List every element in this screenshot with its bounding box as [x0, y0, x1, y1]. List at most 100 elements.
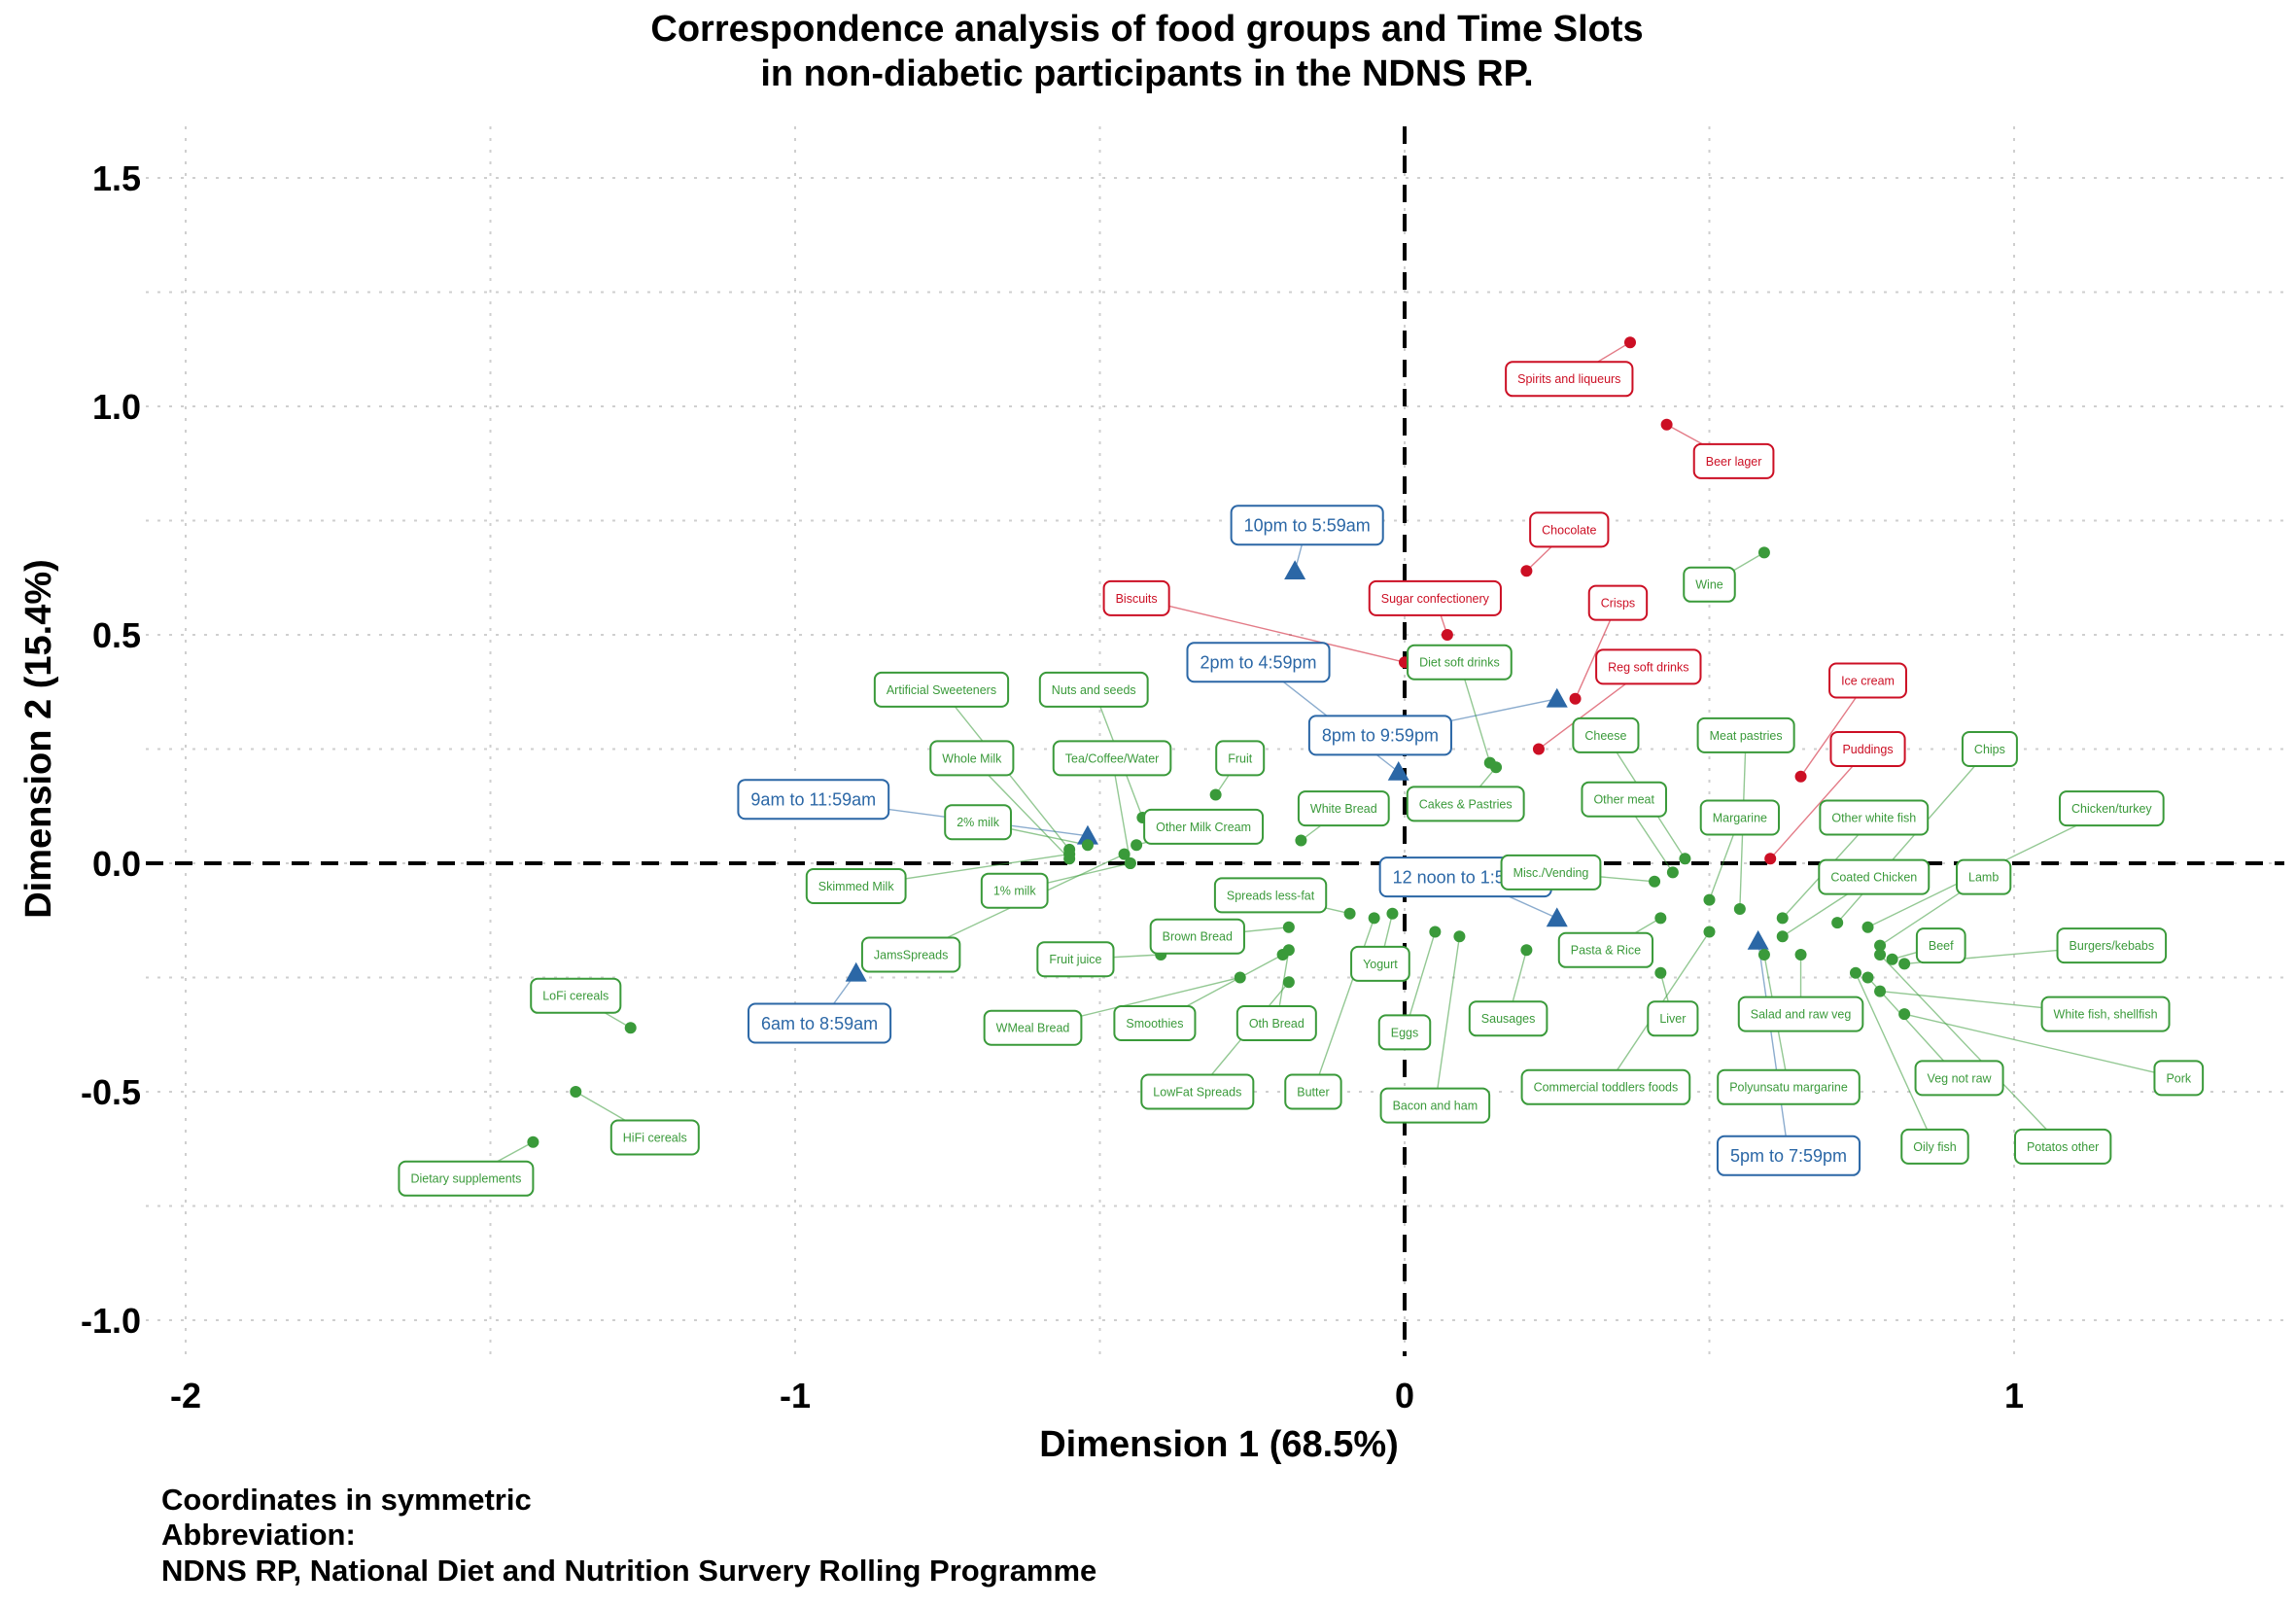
food-point-coated-chicken	[1776, 930, 1789, 943]
label-text: Coated Chicken	[1830, 870, 1917, 884]
food-point-other-white-fish	[1776, 912, 1789, 925]
label-text: 2pm to 4:59pm	[1200, 653, 1316, 673]
food-point-chicken-turkey	[1861, 921, 1874, 933]
label-box	[1818, 858, 1931, 895]
label-biscuits: Biscuits	[1102, 579, 1170, 616]
label-box	[1692, 442, 1775, 479]
food-point-other-milk-cream	[1131, 839, 1143, 852]
y-tick-label: 1.5	[92, 158, 141, 198]
label-text: Fruit	[1228, 751, 1253, 765]
label-text: Brown Bread	[1163, 930, 1233, 944]
label-text: Other Milk Cream	[1156, 821, 1251, 834]
label-text: Other white fish	[1831, 811, 1916, 824]
label-box	[944, 804, 1012, 841]
label-box	[1368, 579, 1502, 616]
caption-line-2: Abbreviation:	[161, 1518, 356, 1552]
food-point-lamb	[1874, 939, 1887, 952]
label-box	[873, 671, 1010, 708]
label-commercial-toddlers-foods: Commercial toddlers foods	[1520, 1068, 1691, 1105]
label-box	[2153, 1060, 2205, 1097]
food-point-yogurt	[1386, 907, 1399, 920]
label-text: Yogurt	[1363, 958, 1398, 971]
food-point-fruit	[1209, 788, 1222, 801]
label-box	[1828, 662, 1907, 699]
food-point-2-milk	[1081, 839, 1094, 852]
label-smoothies: Smoothies	[1113, 1005, 1197, 1041]
label-text: Reg soft drinks	[1608, 660, 1688, 674]
label-box	[1915, 927, 1966, 964]
label-box	[398, 1160, 535, 1197]
label-text: JamsSpreads	[874, 948, 948, 961]
connector-bacon-and-ham	[1434, 936, 1461, 1106]
label-pasta-rice: Pasta & Rice	[1557, 931, 1654, 968]
connector-puddings	[1769, 749, 1869, 859]
label-spreads-less-fat: Spreads less-fat	[1213, 877, 1328, 914]
label-text: Sausages	[1481, 1012, 1536, 1026]
label-box	[1113, 1005, 1197, 1041]
food-point-hifi-cereals	[570, 1086, 582, 1098]
label-box	[1350, 945, 1410, 982]
food-point-spreads-less-fat	[1343, 907, 1356, 920]
x-axis-title: Dimension 1 (68.5%)	[1039, 1424, 1399, 1465]
label-text: Beef	[1929, 939, 1954, 953]
label-text: 1% milk	[993, 885, 1037, 898]
food-point-commercial-toddlers-foods	[1703, 926, 1716, 938]
label-text: Veg not raw	[1928, 1071, 1993, 1085]
label-box	[1230, 505, 1384, 546]
label-text: Oth Bread	[1249, 1017, 1305, 1031]
food-point-wmeal-bread	[1234, 971, 1246, 984]
food-point-lofi-cereals	[624, 1022, 637, 1034]
label-box	[1186, 642, 1331, 683]
time-point-6am-to-8-59am	[845, 961, 867, 982]
label-box	[1900, 1128, 1969, 1165]
label-text: Burgers/kebabs	[2070, 939, 2155, 953]
label-box	[1149, 918, 1245, 955]
food-point-veg-not-raw	[1861, 971, 1874, 984]
label-liver: Liver	[1647, 1000, 1699, 1037]
food-point-wine	[1757, 546, 1770, 559]
label-diet-soft-drinks: Diet soft drinks	[1407, 644, 1513, 681]
label-text: LowFat Spreads	[1153, 1085, 1241, 1099]
caption-line-1: Coordinates in symmetric	[161, 1483, 532, 1517]
food-point-sausages	[1520, 944, 1533, 957]
label-text: Polyunsatu margarine	[1729, 1081, 1848, 1095]
food-point-bacon-and-ham	[1453, 930, 1466, 943]
label-text: 9am to 11:59am	[750, 790, 876, 810]
food-point-dietary-supplements	[527, 1135, 539, 1148]
label-text: Commercial toddlers foods	[1534, 1081, 1679, 1095]
label-text: Wine	[1695, 578, 1723, 592]
label-box	[1500, 854, 1602, 891]
label-8pm-to-9-59pm: 8pm to 9:59pm	[1307, 715, 1452, 756]
label-box	[1036, 941, 1115, 978]
label-box	[1102, 579, 1170, 616]
label-text: White fish, shellfish	[2054, 1007, 2158, 1021]
label-salad-and-raw-veg: Salad and raw veg	[1737, 996, 1864, 1032]
label-text: 10pm to 5:59am	[1244, 516, 1371, 536]
label-text: 6am to 8:59am	[761, 1014, 878, 1033]
label-text: Spirits and liqueurs	[1517, 372, 1620, 386]
label-other-white-fish: Other white fish	[1819, 799, 1930, 836]
label-box	[1572, 716, 1640, 753]
label-10pm-to-5-59am: 10pm to 5:59am	[1230, 505, 1384, 546]
label-text: Skimmed Milk	[818, 880, 895, 893]
label-chicken-turkey: Chicken/turkey	[2058, 790, 2165, 827]
y-tick-label: -1.0	[81, 1301, 141, 1341]
label-box	[1819, 799, 1930, 836]
connector-oily-fish	[1855, 972, 1936, 1147]
x-tick-label: -2	[170, 1376, 201, 1415]
label-box	[1956, 858, 2012, 895]
label-white-bread: White Bread	[1297, 790, 1390, 827]
label-1-milk: 1% milk	[980, 872, 1049, 909]
label-box	[2058, 790, 2165, 827]
food-point-white-fish-shellfish	[1874, 985, 1887, 997]
chart-title-line-1: Correspondence analysis of food groups a…	[650, 9, 1643, 50]
y-tick-label: 0.5	[92, 615, 141, 655]
label-text: Eggs	[1391, 1026, 1419, 1039]
label-box	[2040, 996, 2171, 1032]
label-box	[1406, 786, 1525, 822]
label-fruit: Fruit	[1215, 740, 1266, 777]
food-point-burgers-kebabs	[1898, 958, 1911, 970]
label-box	[1696, 716, 1795, 753]
label-6am-to-8-59am: 6am to 8:59am	[748, 1002, 892, 1044]
label-bacon-and-ham: Bacon and ham	[1379, 1087, 1491, 1124]
